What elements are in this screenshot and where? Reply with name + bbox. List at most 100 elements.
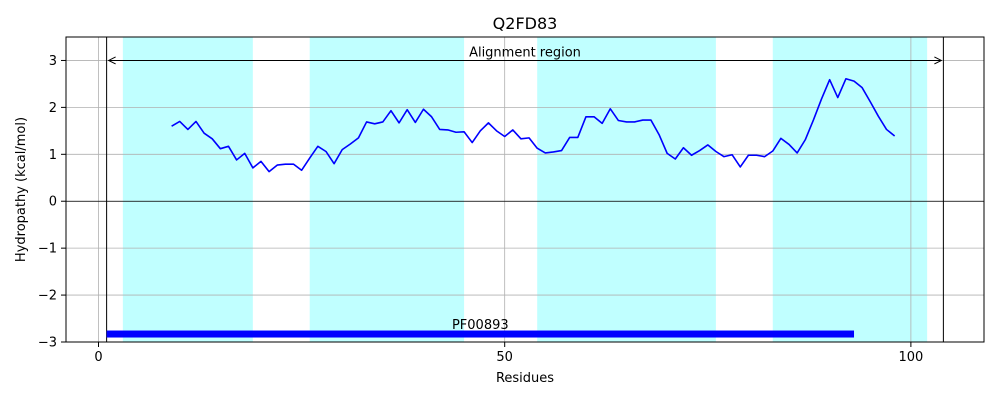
- highlight-regions: [122, 37, 928, 342]
- data-point: [358, 137, 360, 139]
- x-tick-label: 100: [898, 350, 923, 365]
- y-tick-label: −2: [38, 289, 57, 304]
- data-point: [813, 119, 815, 121]
- data-point: [488, 122, 490, 124]
- data-point: [585, 116, 587, 118]
- y-tick-label: 3: [49, 54, 57, 69]
- alignment-arrow-right-head: [934, 56, 943, 65]
- data-point: [244, 153, 246, 155]
- highlight-region-1: [122, 37, 253, 342]
- data-point: [480, 130, 482, 132]
- data-point: [707, 144, 709, 146]
- data-point: [496, 130, 498, 132]
- data-point: [366, 121, 368, 123]
- data-point: [658, 134, 660, 136]
- data-point: [829, 79, 831, 81]
- data-point: [220, 148, 222, 150]
- highlight-region-3: [537, 37, 716, 342]
- data-point: [642, 119, 644, 121]
- data-point: [610, 108, 612, 110]
- data-point: [569, 137, 571, 139]
- alignment-region-label: Alignment region: [469, 45, 581, 60]
- data-point: [333, 163, 335, 165]
- series-line: [171, 77, 896, 173]
- data-point: [666, 153, 668, 155]
- data-point: [723, 156, 725, 158]
- data-point: [821, 98, 823, 100]
- y-tick-label: 1: [49, 148, 57, 163]
- data-point: [260, 161, 262, 163]
- data-point: [878, 116, 880, 118]
- data-point: [748, 154, 750, 156]
- data-point: [228, 146, 230, 148]
- data-point: [455, 131, 457, 133]
- data-point: [341, 149, 343, 151]
- y-axis-label: Hydropathy (kcal/mol): [14, 117, 29, 262]
- chart-title: Q2FD83: [493, 14, 558, 33]
- data-point: [171, 125, 173, 127]
- x-tick-label: 0: [94, 350, 102, 365]
- data-point: [252, 167, 254, 169]
- data-point: [536, 147, 538, 149]
- data-point: [553, 151, 555, 153]
- data-point: [699, 150, 701, 152]
- data-point: [285, 163, 287, 165]
- data-point: [415, 122, 417, 124]
- data-point: [211, 138, 213, 140]
- y-tick-label: 2: [49, 101, 57, 116]
- data-point: [731, 154, 733, 156]
- plot-frame: [65, 36, 985, 343]
- data-point: [431, 116, 433, 118]
- data-point: [739, 166, 741, 168]
- data-point: [715, 151, 717, 153]
- data-point: [463, 131, 465, 133]
- data-point: [301, 169, 303, 171]
- data-point: [317, 146, 319, 148]
- data-point: [236, 159, 238, 161]
- data-point: [179, 121, 181, 123]
- data-point: [796, 152, 798, 154]
- data-point: [390, 110, 392, 112]
- data-point: [504, 136, 506, 138]
- data-point: [512, 129, 514, 131]
- y-tick-label: −1: [38, 242, 57, 257]
- data-point: [618, 120, 620, 122]
- data-point: [374, 123, 376, 125]
- y-axis-ticks: 3 2 1 0 −1 −2 −3: [38, 54, 66, 351]
- annotations: Alignment region PF00893: [106, 45, 943, 338]
- data-point: [561, 150, 563, 152]
- data-point: [293, 163, 295, 165]
- data-point: [309, 157, 311, 159]
- data-point: [650, 119, 652, 121]
- data-point: [528, 137, 530, 139]
- data-point: [187, 129, 189, 131]
- data-point: [772, 150, 774, 152]
- data-point: [382, 121, 384, 123]
- data-point: [886, 129, 888, 131]
- data-point: [804, 139, 806, 141]
- data-point: [268, 171, 270, 173]
- data-point: [691, 154, 693, 156]
- data-point: [195, 121, 197, 123]
- data-point: [780, 138, 782, 140]
- data-point: [853, 80, 855, 82]
- data-point: [520, 138, 522, 140]
- data-point: [350, 143, 352, 145]
- data-point: [276, 164, 278, 166]
- data-point: [869, 101, 871, 103]
- data-point: [398, 122, 400, 124]
- data-point: [447, 129, 449, 131]
- reference-lines: [66, 37, 984, 342]
- highlight-region-4: [772, 37, 928, 342]
- alignment-arrow-left-head: [107, 56, 116, 65]
- y-tick-label: −3: [38, 336, 57, 351]
- data-point: [861, 87, 863, 89]
- data-point: [593, 116, 595, 118]
- data-point: [545, 152, 547, 154]
- series-layer: [171, 77, 896, 173]
- domain-label-1: PF00893: [452, 318, 509, 333]
- data-point: [577, 137, 579, 139]
- x-axis-label: Residues: [496, 371, 554, 386]
- data-point: [471, 142, 473, 144]
